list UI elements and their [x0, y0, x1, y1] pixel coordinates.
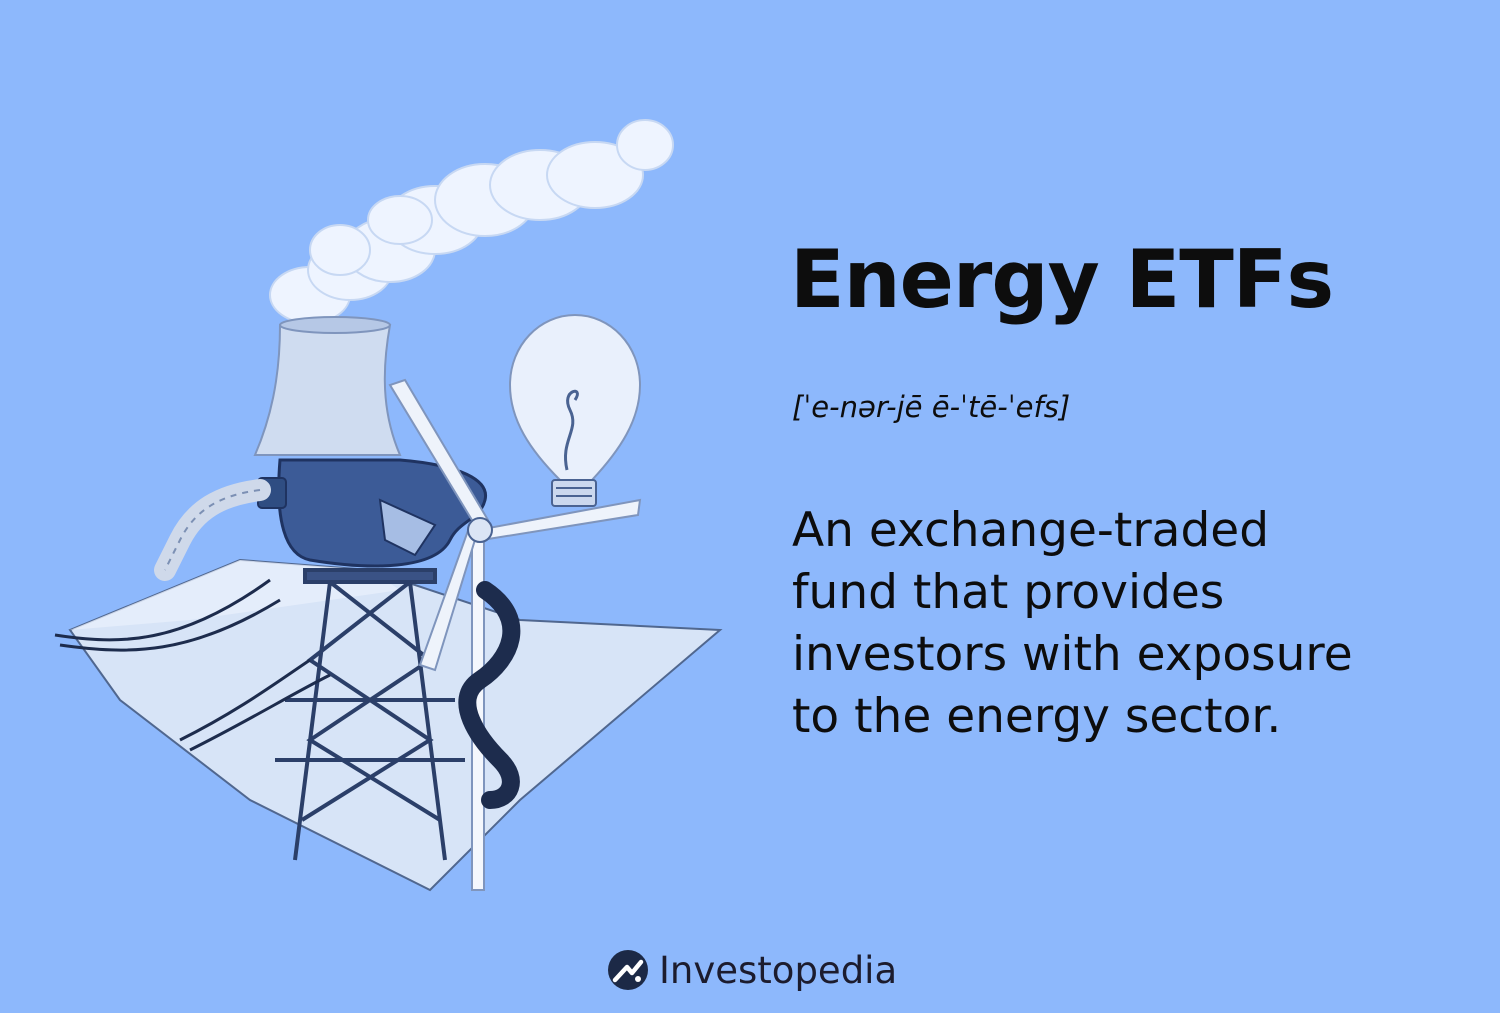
fuel-nozzle	[165, 460, 486, 570]
investopedia-logo-icon	[605, 947, 651, 993]
energy-illustration	[40, 100, 740, 900]
brand: Investopedia	[605, 944, 897, 996]
cooling-tower	[255, 317, 400, 455]
definition: An exchange-traded fund that provides in…	[792, 500, 1472, 748]
definition-line: to the energy sector.	[792, 686, 1472, 748]
definition-line: An exchange-traded	[792, 500, 1472, 562]
page-title: Energy ETFs	[790, 240, 1333, 320]
brand-name: Investopedia	[659, 949, 897, 992]
definition-line: investors with exposure	[792, 624, 1472, 686]
definition-line: fund that provides	[792, 562, 1472, 624]
light-bulb	[510, 315, 640, 506]
pronunciation: [ˈe-nər-jē ē-ˈtē-ˈefs]	[792, 393, 1070, 422]
land-tile	[70, 560, 720, 890]
smoke-cloud	[270, 120, 673, 323]
